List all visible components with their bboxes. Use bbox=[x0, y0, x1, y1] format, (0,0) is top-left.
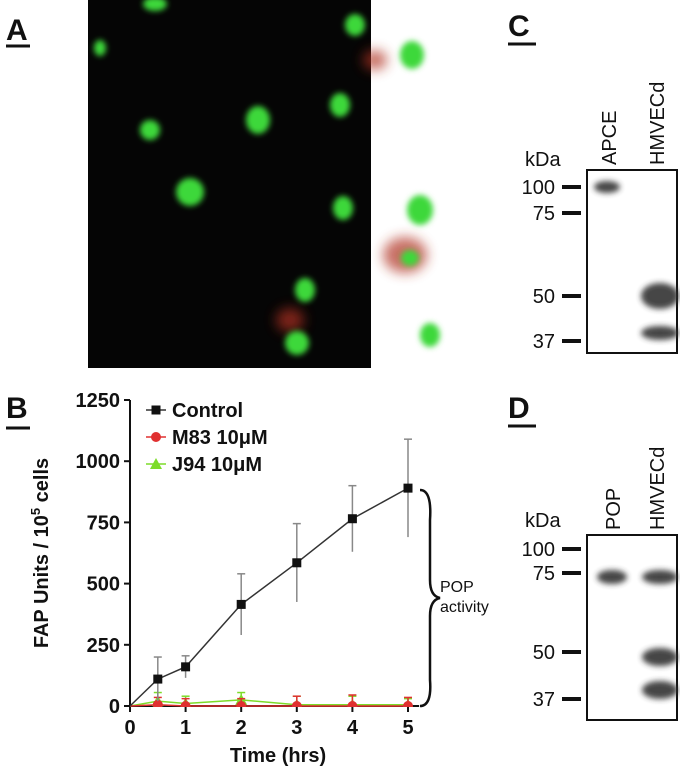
marker-label: 50 bbox=[533, 642, 555, 664]
lane-label: HMVECd bbox=[647, 447, 669, 530]
panel-label: A bbox=[6, 14, 28, 47]
marker bbox=[292, 558, 302, 568]
annotation: POP bbox=[440, 579, 474, 596]
panel-label: D bbox=[508, 392, 530, 425]
marker bbox=[347, 701, 358, 707]
y-tick-label: 1250 bbox=[76, 390, 121, 412]
marker bbox=[403, 701, 413, 707]
plot-area bbox=[130, 438, 413, 707]
annotation: activity bbox=[440, 599, 489, 616]
lane-label: HMVECd bbox=[647, 82, 669, 165]
marker bbox=[236, 599, 246, 609]
marker-label: 100 bbox=[522, 177, 555, 199]
y-tick-label: 500 bbox=[87, 574, 120, 596]
blot bbox=[586, 169, 679, 354]
marker bbox=[403, 483, 413, 493]
x-tick-label: 0 bbox=[124, 717, 135, 739]
y-axis-label-part: 5 bbox=[28, 508, 43, 515]
y-tick-label: 1000 bbox=[76, 451, 121, 473]
blot bbox=[586, 534, 678, 721]
micrograph bbox=[88, 0, 440, 368]
marker bbox=[151, 405, 161, 415]
marker-label: 75 bbox=[533, 203, 555, 225]
marker-label: 75 bbox=[533, 563, 555, 585]
legend-label: M83 10μM bbox=[172, 427, 268, 449]
marker bbox=[291, 701, 302, 707]
marker-label: 37 bbox=[533, 331, 555, 353]
legend-label: Control bbox=[172, 400, 243, 422]
brace bbox=[419, 488, 441, 708]
x-tick-label: 1 bbox=[180, 717, 191, 739]
marker bbox=[151, 432, 161, 442]
legend-label: J94 10μM bbox=[172, 454, 262, 476]
y-tick-label: 250 bbox=[87, 635, 120, 657]
marker-label: 37 bbox=[533, 689, 555, 711]
marker bbox=[181, 662, 191, 672]
series-line bbox=[130, 487, 409, 707]
panel-label: B bbox=[6, 392, 28, 425]
marker-label: 50 bbox=[533, 286, 555, 308]
panel-label: C bbox=[508, 10, 530, 43]
x-axis-label: Time (hrs) bbox=[230, 745, 326, 767]
lane-label: POP bbox=[603, 488, 625, 530]
x-tick-label: 4 bbox=[347, 717, 359, 739]
y-tick-label: 0 bbox=[109, 696, 120, 718]
unit-label: kDa bbox=[525, 149, 561, 171]
y-axis-label: FAP Units / 105 cells bbox=[28, 458, 53, 648]
marker bbox=[150, 458, 162, 469]
marker-label: 100 bbox=[522, 539, 555, 561]
y-tick-label: 750 bbox=[87, 512, 120, 534]
y-axis-label-part: FAP Units / 10 bbox=[31, 515, 53, 648]
marker bbox=[153, 674, 163, 684]
y-axis-label-part: cells bbox=[31, 458, 53, 508]
x-tick-label: 2 bbox=[236, 717, 247, 739]
unit-label: kDa bbox=[525, 510, 561, 532]
marker bbox=[236, 701, 247, 707]
lane-label: APCE bbox=[599, 111, 621, 165]
marker bbox=[152, 699, 163, 707]
line-chart: 0 250 500 750 1000 1250 0 1 2 3 4 5 Time (hrs) FAP Un… bbox=[28, 390, 420, 767]
marker bbox=[347, 514, 357, 524]
x-tick-label: 3 bbox=[291, 717, 302, 739]
x-tick-label: 5 bbox=[402, 717, 413, 739]
marker bbox=[180, 701, 191, 707]
